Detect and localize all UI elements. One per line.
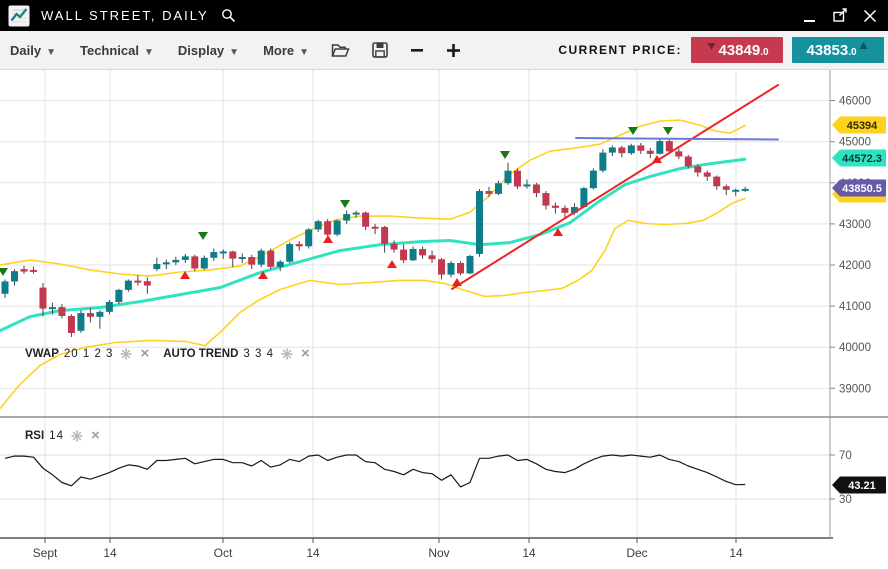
svg-text:45000: 45000 xyxy=(839,137,871,149)
menu-more[interactable]: More ▼ xyxy=(263,42,310,58)
price-chart-svg[interactable]: 4600045000440004300042000410004000039000… xyxy=(0,70,888,564)
save-icon[interactable] xyxy=(372,42,388,58)
title-bar: WALL STREET, DAILY xyxy=(0,0,888,31)
chevron-down-icon: ▼ xyxy=(144,46,154,58)
menu-display[interactable]: Display ▼ xyxy=(177,42,240,58)
svg-text:46000: 46000 xyxy=(839,96,871,108)
zoom-in-button[interactable] xyxy=(446,43,461,58)
svg-text:30: 30 xyxy=(839,494,852,506)
auto-trend-legend-params: 3 3 4 xyxy=(243,348,274,360)
arrow-down-icon xyxy=(707,42,716,50)
svg-text:Nov: Nov xyxy=(428,546,449,560)
svg-text:39000: 39000 xyxy=(839,383,871,395)
svg-text:43850.5: 43850.5 xyxy=(842,183,882,195)
rsi-settings-gear-icon[interactable] xyxy=(71,430,83,442)
chevron-down-icon: ▼ xyxy=(299,46,310,58)
rsi-legend-row: RSI 14 × xyxy=(25,427,114,444)
svg-text:14: 14 xyxy=(522,546,536,560)
svg-text:Dec: Dec xyxy=(626,546,647,560)
svg-text:45394: 45394 xyxy=(847,120,878,132)
svg-text:43.21: 43.21 xyxy=(848,480,876,492)
svg-text:40000: 40000 xyxy=(839,342,871,354)
svg-text:43000: 43000 xyxy=(839,219,871,231)
svg-text:41000: 41000 xyxy=(839,301,871,313)
vwap-legend-name: VWAP xyxy=(25,348,59,360)
chart-area[interactable]: 4600045000440004300042000410004000039000… xyxy=(0,70,888,564)
svg-text:70: 70 xyxy=(839,450,852,462)
menu-daily[interactable]: Daily ▼ xyxy=(10,42,56,58)
rsi-remove-icon[interactable]: × xyxy=(90,427,100,444)
vwap-settings-gear-icon[interactable] xyxy=(120,348,132,360)
svg-text:Oct: Oct xyxy=(214,546,233,560)
menu-technical[interactable]: Technical ▼ xyxy=(79,42,154,58)
svg-text:42000: 42000 xyxy=(839,260,871,272)
arrow-up-icon xyxy=(859,41,868,49)
svg-text:Sept: Sept xyxy=(33,546,58,560)
zoom-out-button[interactable] xyxy=(410,43,424,57)
chevron-down-icon: ▼ xyxy=(46,46,56,58)
svg-text:14: 14 xyxy=(729,546,743,560)
close-button[interactable] xyxy=(862,8,878,24)
svg-text:44572.3: 44572.3 xyxy=(842,153,882,165)
vwap-legend-params: 20 1 2 3 xyxy=(63,348,114,360)
open-folder-icon[interactable] xyxy=(331,43,350,58)
window-title: WALL STREET, DAILY xyxy=(41,8,209,23)
bid-price-badge: 43849.0 xyxy=(691,37,783,63)
popout-button[interactable] xyxy=(832,8,848,24)
auto-trend-settings-gear-icon[interactable] xyxy=(281,348,293,360)
indicator-legend-row: VWAP 20 1 2 3 × AUTO TREND 3 3 4 xyxy=(25,345,324,362)
ask-price-badge: 43853.0 xyxy=(792,37,884,63)
svg-text:14: 14 xyxy=(306,546,320,560)
auto-trend-legend-name: AUTO TREND xyxy=(163,348,239,360)
minimize-button[interactable] xyxy=(802,8,818,24)
toolbar: Daily ▼ Technical ▼ Display ▼ More ▼ CURRENT… xyxy=(0,31,888,70)
rsi-legend-name: RSI xyxy=(25,430,45,442)
search-icon[interactable] xyxy=(221,8,236,23)
vwap-remove-icon[interactable]: × xyxy=(140,345,150,362)
app-chart-icon xyxy=(8,5,30,26)
current-price-label: CURRENT PRICE: xyxy=(558,43,682,57)
chevron-down-icon: ▼ xyxy=(229,46,240,58)
svg-text:14: 14 xyxy=(103,546,117,560)
auto-trend-remove-icon[interactable]: × xyxy=(300,345,310,362)
rsi-legend-params: 14 xyxy=(49,430,64,442)
